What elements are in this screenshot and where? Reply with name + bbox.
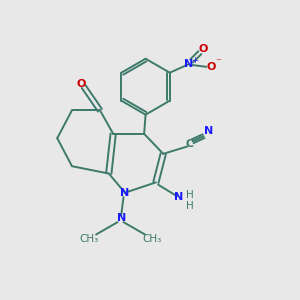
Text: O: O [206, 62, 215, 72]
Text: H: H [186, 201, 194, 211]
Text: CH₃: CH₃ [80, 234, 99, 244]
Text: CH₃: CH₃ [142, 234, 162, 244]
Text: ⁻: ⁻ [216, 57, 222, 67]
Text: N: N [174, 192, 184, 203]
Text: H: H [186, 190, 194, 200]
Text: N: N [184, 59, 193, 69]
Text: N: N [204, 126, 213, 136]
Text: O: O [77, 79, 86, 89]
Text: N: N [116, 213, 126, 223]
Text: O: O [199, 44, 208, 54]
Text: N: N [120, 188, 129, 198]
Text: C: C [185, 139, 193, 148]
Text: +: + [191, 56, 198, 65]
